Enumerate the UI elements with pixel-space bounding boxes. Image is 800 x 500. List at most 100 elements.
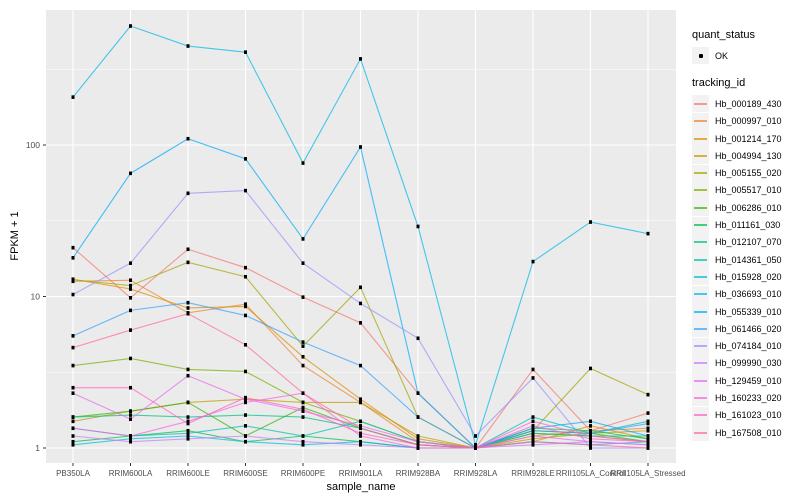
data-point	[589, 220, 592, 224]
legend-key-swatch	[692, 285, 709, 303]
data-point	[531, 437, 535, 441]
legend-key-swatch	[692, 251, 709, 269]
data-point	[244, 342, 247, 347]
data-point	[531, 415, 535, 419]
data-point	[301, 439, 305, 444]
legend-key-swatch	[692, 303, 709, 320]
data-point	[129, 171, 132, 176]
legend-label: Hb_001214_170	[715, 133, 782, 144]
x-tick-label: RRIM600PE	[281, 469, 325, 478]
data-point	[129, 287, 132, 291]
legend-line-icon	[694, 154, 707, 157]
legend-key-swatch	[692, 372, 709, 390]
data-point	[129, 417, 132, 421]
legend-entry-Hb_061466_020: Hb_061466_020	[692, 320, 800, 338]
data-point	[646, 437, 650, 441]
data-point	[244, 369, 247, 374]
data-point	[301, 161, 305, 165]
legend-entries: Hb_000189_430 Hb_000997_010 Hb_001214_170 H…	[692, 95, 800, 442]
legend-label: Hb_074184_010	[715, 341, 782, 352]
legend-key-swatch	[692, 233, 709, 251]
data-point	[129, 296, 132, 300]
data-point	[359, 57, 362, 61]
legend-key-swatch	[692, 406, 709, 424]
data-point	[186, 419, 190, 424]
data-point	[129, 278, 132, 283]
data-point	[186, 437, 190, 441]
data-point	[71, 345, 75, 350]
data-point	[359, 439, 362, 444]
legend-label: Hb_011161_030	[715, 220, 781, 231]
data-point	[646, 439, 650, 444]
legend-label: Hb_006286_010	[715, 202, 782, 213]
data-point	[359, 434, 362, 438]
data-point	[416, 391, 420, 395]
data-point	[129, 439, 132, 444]
legend-line-icon	[694, 293, 707, 296]
legend-key-swatch	[692, 147, 709, 165]
legend-entry-Hb_011161_030: Hb_011161_030	[692, 216, 800, 234]
legend-label: Hb_061466_020	[715, 323, 782, 334]
data-point	[646, 426, 650, 431]
data-point	[646, 428, 650, 433]
data-point	[589, 431, 592, 436]
data-point	[359, 400, 362, 405]
data-point	[301, 391, 305, 395]
data-point	[244, 400, 247, 405]
legend-entry-Hb_005155_020: Hb_005155_020	[692, 164, 800, 182]
data-point	[186, 300, 190, 305]
data-point	[244, 434, 247, 438]
data-point	[301, 405, 305, 410]
data-point	[589, 439, 592, 444]
data-point	[129, 413, 132, 417]
legend-entry-Hb_000997_010: Hb_000997_010	[692, 112, 800, 130]
data-point	[359, 397, 362, 401]
x-axis-title: sample_name	[326, 481, 396, 493]
legend-key-swatch	[692, 337, 709, 355]
legend-line-icon	[694, 327, 707, 330]
data-point	[186, 400, 190, 405]
data-point	[129, 356, 132, 361]
legend-entry-Hb_074184_010: Hb_074184_010	[692, 337, 800, 355]
data-point	[186, 373, 190, 378]
legend-entry-Hb_099990_030: Hb_099990_030	[692, 354, 800, 372]
data-point	[359, 424, 362, 428]
legend-line-icon	[694, 275, 707, 278]
legend-entry-Hb_160233_020: Hb_160233_020	[692, 389, 800, 407]
data-point	[416, 336, 420, 341]
legend: quant_status OK tracking_id Hb_000189_43…	[692, 29, 800, 442]
legend-key-swatch	[692, 320, 709, 338]
legend-key-swatch	[692, 354, 709, 372]
legend-entry-Hb_015928_020: Hb_015928_020	[692, 268, 800, 286]
legend-label: Hb_004994_130	[715, 150, 782, 161]
data-point	[301, 409, 305, 413]
legend-entry-Hb_129459_010: Hb_129459_010	[692, 372, 800, 390]
data-point	[71, 439, 75, 444]
data-point	[646, 442, 650, 447]
legend-line-icon	[694, 345, 707, 348]
data-point	[129, 437, 132, 441]
legend-spacer	[692, 64, 800, 77]
data-point	[71, 415, 75, 419]
legend-line-icon	[694, 137, 707, 140]
y-axis-title: FPKM + 1	[9, 211, 21, 261]
data-point	[71, 419, 75, 424]
legend-line-icon	[694, 224, 707, 227]
y-tick-label: 10	[31, 292, 41, 302]
data-point	[71, 426, 75, 431]
legend-entry-Hb_000189_430: Hb_000189_430	[692, 95, 800, 113]
data-point	[531, 419, 535, 424]
legend-key-swatch	[692, 389, 709, 407]
legend-entry-Hb_001214_170: Hb_001214_170	[692, 130, 800, 148]
legend-entry-Hb_006286_010: Hb_006286_010	[692, 199, 800, 217]
data-point	[301, 261, 305, 265]
data-point	[71, 334, 75, 338]
legend-key-ok	[692, 47, 709, 65]
legend-label: Hb_005517_010	[715, 185, 782, 196]
data-point	[531, 259, 535, 264]
data-point	[646, 434, 650, 438]
data-point	[71, 391, 75, 395]
data-point	[589, 437, 592, 441]
data-point	[474, 442, 477, 447]
